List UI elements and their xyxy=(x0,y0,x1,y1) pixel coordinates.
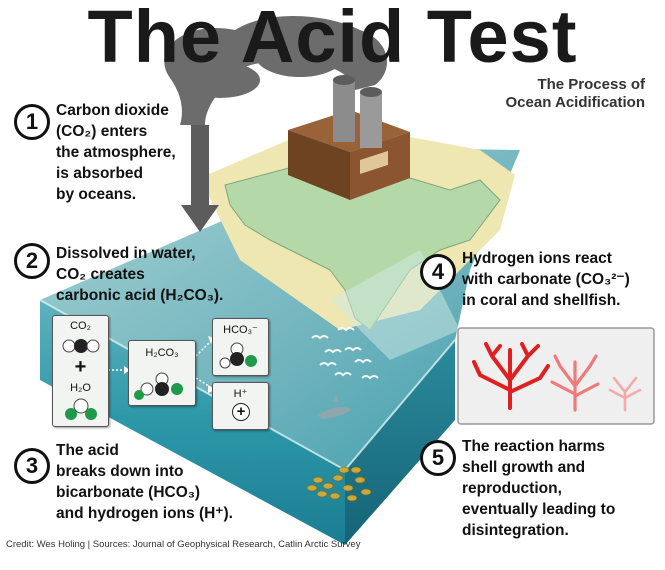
h2co3-label: H₂CO₃ xyxy=(145,347,179,359)
reactants-panel: CO₂ + H₂O xyxy=(52,315,109,427)
hydrogen-ion-panel: H⁺ + xyxy=(212,382,269,430)
reaction-arrows xyxy=(108,339,213,389)
coral-fading xyxy=(550,354,600,412)
step-1-text: Carbon dioxide (CO₂) enters the atmosphe… xyxy=(56,102,176,203)
subtitle-line-2: Ocean Acidification xyxy=(505,94,645,111)
h-ion-label: H⁺ xyxy=(233,388,248,400)
hco3-label: HCO₃⁻ xyxy=(223,324,258,336)
co2-label: CO₂ xyxy=(70,320,91,332)
credit-line: Credit: Wes Holing | Sources: Journal of… xyxy=(6,539,361,550)
coral-card xyxy=(457,327,655,425)
co2-down-arrow xyxy=(181,125,219,232)
page-title: The Acid Test xyxy=(87,0,578,78)
plus-sign: + xyxy=(74,356,87,378)
coral-healthy xyxy=(472,342,550,410)
ocean-front-face xyxy=(40,300,345,545)
step-1-number: 1 xyxy=(14,104,50,140)
subtitle-line-1: The Process of xyxy=(537,76,645,93)
step-2-number: 2 xyxy=(14,243,50,279)
carbonic-acid-panel: H₂CO₃ xyxy=(128,340,196,406)
coral-faint xyxy=(608,376,642,412)
co2-molecule-icon xyxy=(62,339,100,353)
smoke-plume xyxy=(164,16,387,125)
step-4-text: Hydrogen ions react with carbonate (CO₃²… xyxy=(462,250,630,309)
dolphin xyxy=(318,394,352,419)
h2co3-molecule-icon xyxy=(134,372,183,400)
step-2-text: Dissolved in water, CO₂ creates carbonic… xyxy=(56,245,224,304)
seagulls xyxy=(311,327,379,380)
step-5-text: The reaction harms shell growth and repr… xyxy=(462,438,616,539)
h2o-label: H₂O xyxy=(70,382,91,394)
step-4-number: 4 xyxy=(420,254,456,290)
bicarbonate-panel: HCO₃⁻ xyxy=(212,318,269,376)
shellfish-bed xyxy=(306,466,372,502)
step-3-number: 3 xyxy=(14,448,50,484)
step-3-text: The acid breaks down into bicarbonate (H… xyxy=(56,442,233,522)
h-ion-plus-icon: + xyxy=(232,403,250,421)
h2o-molecule-icon xyxy=(65,398,97,420)
hco3-molecule-icon xyxy=(219,342,257,369)
subtitle: The Process of Ocean Acidification xyxy=(506,76,645,112)
step-5-number: 5 xyxy=(420,440,456,476)
factory-icon xyxy=(288,75,410,200)
ocean-side-face xyxy=(345,340,455,545)
